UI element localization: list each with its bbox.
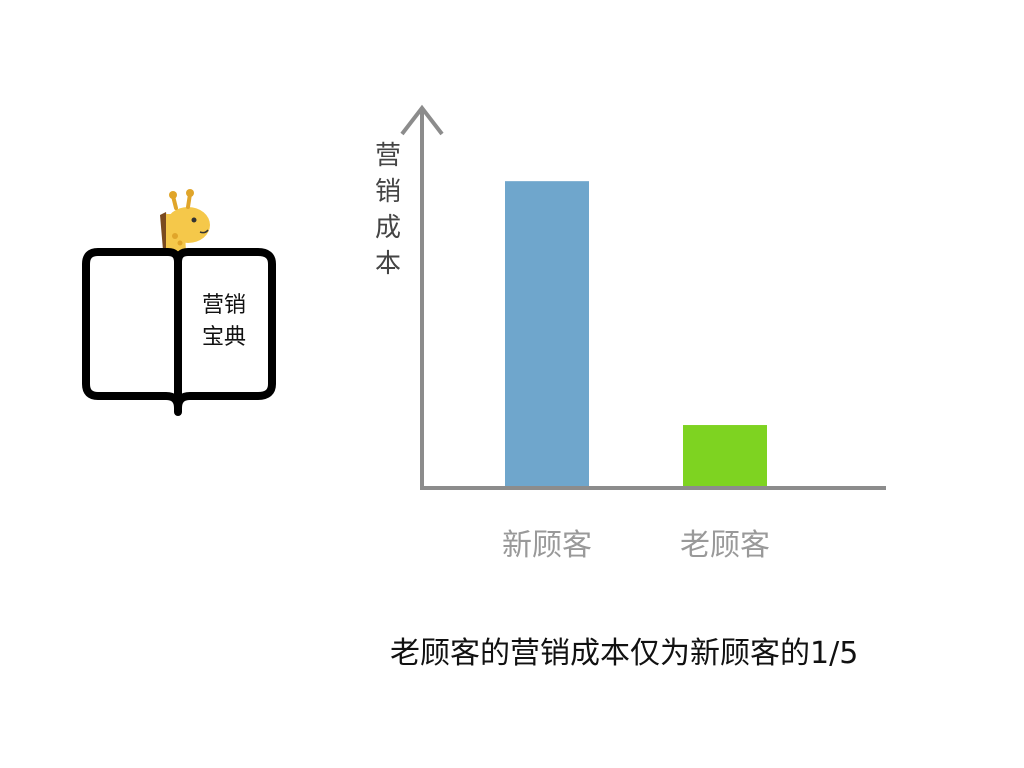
bar-old-customer (683, 425, 767, 486)
book-logo-icon (82, 189, 276, 416)
y-axis-label-char: 销 (374, 177, 401, 207)
x-tick-label: 老顾客 (680, 528, 770, 563)
bar-new-customer (505, 181, 589, 486)
y-axis-label-char: 营 (374, 141, 401, 171)
y-axis-label-char: 成 (374, 213, 401, 243)
chart-caption: 老顾客的营销成本仅为新顾客的1/5 (390, 636, 859, 671)
chart-bars (505, 181, 767, 486)
book-outline (82, 248, 276, 412)
y-axis-arrow (400, 104, 444, 136)
book-title-line-2: 宝典 (201, 325, 246, 350)
y-axis-label-char: 本 (374, 249, 401, 279)
giraffe-icon (160, 189, 210, 252)
chart-axes (400, 104, 886, 490)
x-tick-label: 新顾客 (502, 528, 592, 563)
book-title-line-1: 营销 (201, 293, 246, 318)
